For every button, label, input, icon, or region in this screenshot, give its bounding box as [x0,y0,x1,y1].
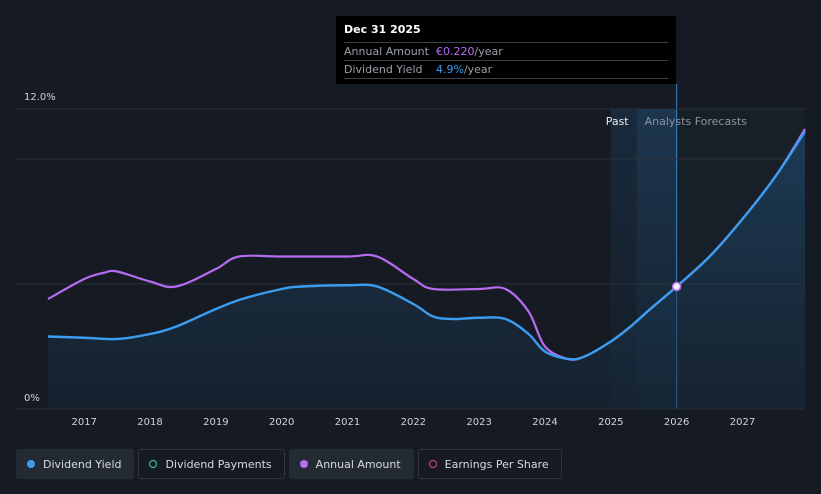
x-tick-label: 2021 [335,417,360,428]
x-tick-label: 2022 [401,417,426,428]
x-tick-label: 2026 [664,417,689,428]
x-tick-label: 2025 [598,417,623,428]
tooltip-annual-unit: /year [474,45,503,58]
tooltip-annual-label: Annual Amount [344,45,429,58]
y-tick-label: 12.0% [24,92,56,103]
legend-label: Dividend Payments [165,457,272,471]
tooltip-annual-row: Annual Amount €0.220 /year [344,42,668,60]
legend-earnings-per-share[interactable]: Earnings Per Share [417,449,562,479]
tooltip-yield-row: Dividend Yield 4.9% /year [344,60,668,79]
legend-label: Earnings Per Share [444,457,549,471]
dividend-payments-circle-icon [149,460,158,468]
chart-canvas: 0% 12.0% 2017 2018 2019 2020 2021 2022 2023 2024 2… [16,84,807,428]
x-tick-label: 2024 [532,417,557,428]
tooltip: Dec 31 2025 Annual Amount €0.220 /year D… [336,16,676,84]
legend-label: Dividend Yield [43,457,122,471]
earnings-per-share-circle-icon [428,460,437,468]
tooltip-yield-label: Dividend Yield [344,63,423,76]
yield-area [48,131,805,409]
legend-label: Annual Amount [315,457,401,471]
past-label: Past [606,115,630,128]
x-tick-label: 2023 [466,417,491,428]
legend-dividend-yield[interactable]: Dividend Yield [16,449,135,479]
tooltip-yield-value: 4.9% [436,63,464,76]
dividend-yield-line [47,130,807,361]
legend-dividend-payments[interactable]: Dividend Payments [138,449,285,479]
legend-annual-amount[interactable]: Annual Amount [288,449,414,479]
highlight-point [671,281,682,292]
x-tick-label: 2018 [137,417,162,428]
x-tick-label: 2027 [730,417,755,428]
legend: Dividend Yield Dividend Payments Annual … [16,449,562,479]
tooltip-yield-unit: /year [463,63,493,76]
tooltip-annual-value: €0.220 [436,45,475,58]
x-tick-label: 2020 [269,417,294,428]
x-tick-label: 2017 [71,417,96,428]
dividend-yield-dot-icon [27,460,35,468]
annual-amount-dot-icon [299,460,308,468]
y-tick-label: 0% [24,393,40,404]
forecast-label: Analysts Forecasts [645,115,748,128]
tooltip-date: Dec 31 2025 [344,23,421,36]
x-tick-label: 2019 [203,417,228,428]
